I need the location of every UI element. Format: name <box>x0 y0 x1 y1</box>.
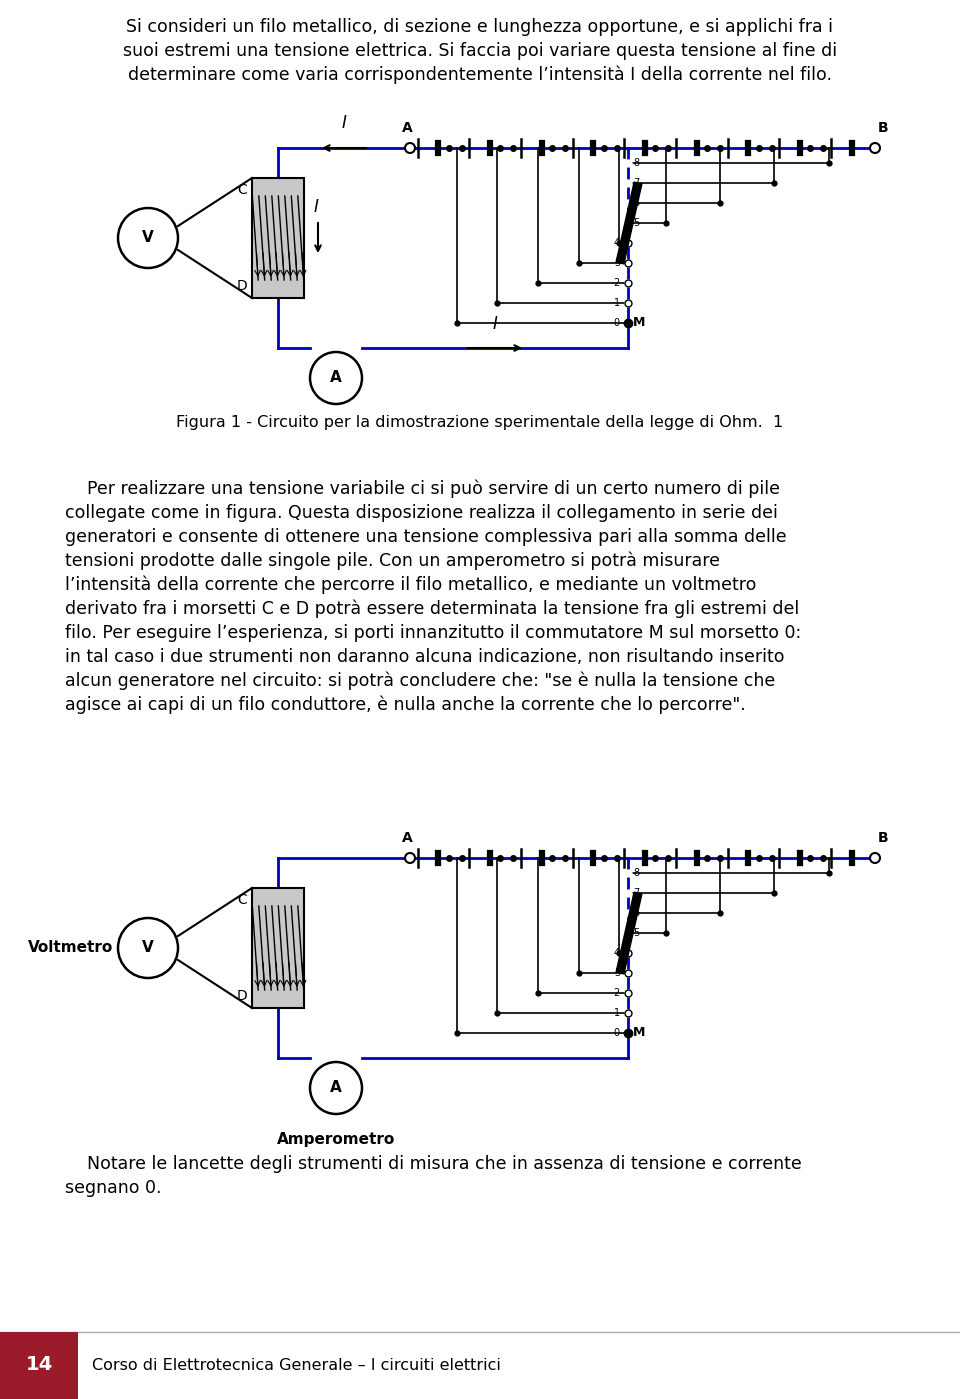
Polygon shape <box>616 893 642 974</box>
Text: Figura 1 - Circuito per la dimostrazione sperimentale della legge di Ohm.  1: Figura 1 - Circuito per la dimostrazione… <box>177 416 783 429</box>
Text: C: C <box>237 183 247 197</box>
Text: 7: 7 <box>633 888 639 898</box>
Text: Voltmetro: Voltmetro <box>28 940 113 956</box>
Polygon shape <box>616 182 642 264</box>
Text: Amperometro: Amperometro <box>276 1132 396 1147</box>
Text: 1: 1 <box>613 1009 620 1018</box>
Text: I: I <box>492 315 497 333</box>
Text: segnano 0.: segnano 0. <box>65 1179 161 1198</box>
Text: Notare le lancette degli strumenti di misura che in assenza di tensione e corren: Notare le lancette degli strumenti di mi… <box>65 1156 802 1172</box>
Text: 2: 2 <box>613 988 620 997</box>
Text: 3: 3 <box>613 968 620 978</box>
Text: M: M <box>633 1027 645 1039</box>
Text: Corso di Elettrotecnica Generale – I circuiti elettrici: Corso di Elettrotecnica Generale – I cir… <box>92 1357 501 1372</box>
Text: Per realizzare una tensione variabile ci si può servire di un certo numero di pi: Per realizzare una tensione variabile ci… <box>65 480 780 498</box>
Text: V: V <box>142 231 154 245</box>
Circle shape <box>118 918 178 978</box>
Text: 3: 3 <box>613 257 620 269</box>
Text: B: B <box>877 831 888 845</box>
Circle shape <box>870 853 880 863</box>
Text: D: D <box>236 278 247 292</box>
Text: derivato fra i morsetti C e D potrà essere determinata la tensione fra gli estre: derivato fra i morsetti C e D potrà esse… <box>65 600 800 618</box>
Text: 6: 6 <box>633 199 639 208</box>
Text: l’intensità della corrente che percorre il filo metallico, e mediante un voltmet: l’intensità della corrente che percorre … <box>65 576 756 595</box>
Circle shape <box>405 143 415 152</box>
Text: 2: 2 <box>613 278 620 288</box>
Circle shape <box>310 353 362 404</box>
Text: 8: 8 <box>633 158 639 168</box>
Text: D: D <box>236 989 247 1003</box>
Text: 1: 1 <box>613 298 620 308</box>
Text: C: C <box>237 893 247 907</box>
Text: in tal caso i due strumenti non daranno alcuna indicazione, non risultando inser: in tal caso i due strumenti non daranno … <box>65 648 784 666</box>
Circle shape <box>405 853 415 863</box>
Text: B: B <box>877 120 888 134</box>
Text: 7: 7 <box>633 178 639 187</box>
Text: 14: 14 <box>25 1356 53 1374</box>
Text: suoi estremi una tensione elettrica. Si faccia poi variare questa tensione al fi: suoi estremi una tensione elettrica. Si … <box>123 42 837 60</box>
Text: 8: 8 <box>633 867 639 879</box>
Circle shape <box>310 1062 362 1114</box>
Text: alcun generatore nel circuito: si potrà concludere che: "se è nulla la tensione : alcun generatore nel circuito: si potrà … <box>65 672 776 691</box>
Text: agisce ai capi di un filo conduttore, è nulla anche la corrente che lo percorre": agisce ai capi di un filo conduttore, è … <box>65 695 746 715</box>
Bar <box>0 1332 78 1399</box>
Text: determinare come varia corrispondentemente l’intensità I della corrente nel filo: determinare come varia corrispondentemen… <box>128 66 832 84</box>
Text: A: A <box>330 1080 342 1095</box>
Text: A: A <box>401 120 413 134</box>
Text: 5: 5 <box>633 928 639 937</box>
Text: 0: 0 <box>613 318 620 327</box>
Bar <box>252 178 304 298</box>
Text: A: A <box>330 371 342 386</box>
Text: collegate come in figura. Questa disposizione realizza il collegamento in serie : collegate come in figura. Questa disposi… <box>65 504 778 522</box>
Text: M: M <box>633 316 645 330</box>
Circle shape <box>118 208 178 269</box>
Text: 4: 4 <box>613 949 620 958</box>
Text: filo. Per eseguire l’esperienza, si porti innanzitutto il commutatore M sul mors: filo. Per eseguire l’esperienza, si port… <box>65 624 802 642</box>
Text: Si consideri un filo metallico, di sezione e lunghezza opportune, e si applichi : Si consideri un filo metallico, di sezio… <box>127 18 833 36</box>
Text: A: A <box>401 831 413 845</box>
Text: generatori e consente di ottenere una tensione complessiva pari alla somma delle: generatori e consente di ottenere una te… <box>65 527 786 546</box>
Text: 5: 5 <box>633 218 639 228</box>
Text: I: I <box>342 113 347 132</box>
Text: I: I <box>314 199 319 215</box>
Text: 6: 6 <box>633 908 639 918</box>
Text: tensioni prodotte dalle singole pile. Con un amperometro si potrà misurare: tensioni prodotte dalle singole pile. Co… <box>65 553 720 571</box>
Circle shape <box>870 143 880 152</box>
Text: 4: 4 <box>613 238 620 248</box>
Bar <box>252 888 304 1009</box>
Text: V: V <box>142 940 154 956</box>
Text: 0: 0 <box>613 1028 620 1038</box>
